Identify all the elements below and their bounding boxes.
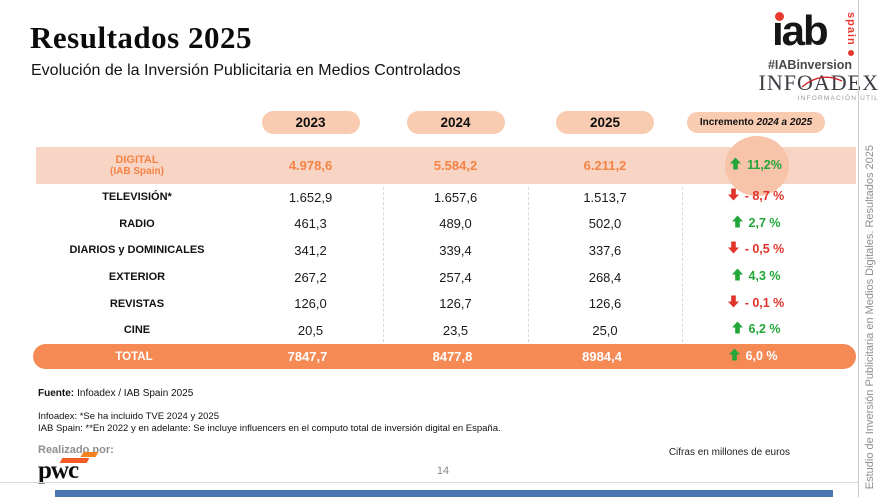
row-value-2023: 267,2 [294,269,327,285]
trend-up-icon [730,157,742,173]
row-label: CINE [123,324,151,337]
row-increment: 4,3 % [748,269,781,284]
row-value-2024: 489,0 [439,216,472,232]
row-sublabel: (IAB Spain) [110,166,164,177]
table-row: EXTERIOR 267,2 257,4 268,4 4,3 % [36,264,856,291]
table-row: DIGITAL (IAB Spain) 4.978,6 5.584,2 6.211,2 1… [36,147,856,184]
trend-up-icon [731,268,743,284]
total-value-2025: 8984,4 [582,349,622,364]
row-value-2023: 126,0 [294,296,327,312]
total-label: TOTAL [115,350,153,363]
table-total-row: TOTAL 7847,7 8477,8 8984,4 6,0 % [33,344,856,369]
row-value-2023: 461,3 [294,216,327,232]
iab-region-label: spain [845,12,857,46]
increment-header: Incremento 2024 a 2025 [687,112,825,133]
page-subtitle: Evolución de la Inversión Publicitaria e… [31,62,461,79]
trend-up-icon [731,321,743,337]
page-number: 14 [436,465,450,477]
footnote-iab: IAB Spain: **En 2022 y en adelante: Se i… [38,423,501,434]
trend-down-icon [727,188,739,204]
column-separator [383,187,384,342]
sidebar-vertical-title: Estudio de Inversión Publicitaria en Med… [864,144,876,489]
pwc-dash-icon [80,452,99,457]
increment-header-label: Incremento [699,117,754,128]
row-value-2023: 1.652,9 [288,189,333,205]
row-value-2025: 1.513,7 [583,189,627,205]
iab-red-dot-icon [775,12,784,21]
row-value-2025: 126,6 [588,296,622,312]
row-label: EXTERIOR [108,271,166,284]
row-label: TELEVISIÓN* [102,191,172,204]
pwc-logo: pwc [38,452,99,485]
table-row: TELEVISIÓN* 1.652,9 1.657,6 1.513,7 - 8,7 % [36,184,856,211]
infoadex-wordmark: INFOADEX [758,70,879,95]
footnote-infoadex: Infoadex: *Se ha incluido TVE 2024 y 202… [38,411,219,422]
row-label: REVISTAS [109,297,165,310]
table-row: RADIO 461,3 489,0 502,0 2,7 % [36,211,856,238]
bottom-accent-bar [55,490,833,497]
column-separator [682,187,683,342]
row-value-2025: 6.211,2 [583,158,627,173]
footer-divider [0,482,858,483]
year-header-2025: 2025 [556,111,654,134]
row-label: RADIO [119,217,155,230]
infoadex-swoosh-icon [801,76,843,88]
row-increment: - 0,5 % [744,242,785,257]
row-value-2025: 268,4 [588,269,622,285]
trend-down-icon [727,241,739,257]
iab-spain-logo: ıab spain [772,6,857,58]
infoadex-logo: INFOADEX INFORMACIÓN ÚTIL [744,70,879,103]
row-value-2024: 126,7 [439,296,472,312]
row-increment: 6,2 % [748,322,781,337]
row-increment: 11,2% [747,157,782,172]
page-title: Resultados 2025 [30,20,252,55]
row-label: DIARIOS y DOMINICALES [69,244,205,257]
source-label: Fuente: [38,388,75,399]
trend-down-icon [727,295,739,311]
units-note: Cifras en millones de euros [668,447,790,458]
row-value-2024: 339,4 [439,242,472,258]
row-value-2025: 25,0 [592,322,618,338]
digital-row-highlight [36,147,856,184]
source-note: Fuente: Infoadex / IAB Spain 2025 [38,388,193,399]
row-value-2025: 337,6 [588,242,622,258]
row-value-2023: 20,5 [297,322,324,338]
year-header-2023: 2023 [261,111,360,134]
trend-up-icon [731,215,743,231]
table-row: REVISTAS 126,0 126,7 126,6 - 0,1 % [36,290,856,317]
total-increment: 6,0 % [745,348,778,363]
total-value-2024: 8477,8 [432,349,473,364]
row-increment: 2,7 % [748,215,781,230]
year-header-2024: 2024 [406,111,505,134]
table-row: CINE 20,5 23,5 25,0 6,2 % [36,317,856,344]
row-label: DIGITAL [115,154,159,166]
total-value-2023: 7847,7 [287,349,328,364]
iab-spain-dot-icon [848,50,854,56]
pwc-dash-icon [59,458,90,463]
iab-hashtag: #IABinversion [767,58,853,72]
row-value-2023: 4.978,6 [288,158,333,173]
infoadex-tagline: INFORMACIÓN ÚTIL [797,95,879,102]
source-text: Infoadex / IAB Spain 2025 [77,388,194,399]
row-value-2024: 5.584,2 [433,158,478,173]
row-value-2024: 257,4 [439,269,472,285]
sidebar-divider [858,0,859,497]
made-by-label: Realizado por: [38,444,114,456]
increment-header-range: 2024 a 2025 [756,117,813,128]
row-value-2025: 502,0 [588,216,622,232]
table-header-row: 2023 2024 2025 Incremento 2024 a 2025 [36,111,856,134]
table-row: DIARIOS y DOMINICALES 341,2 339,4 337,6 - 0,… [36,237,856,264]
row-increment: - 0,1 % [744,295,785,310]
row-value-2024: 1.657,6 [433,189,478,205]
row-increment: - 8,7 % [744,189,785,204]
column-separator [528,187,529,342]
trend-up-icon [728,348,740,364]
row-value-2023: 341,2 [294,242,327,258]
row-value-2024: 23,5 [442,322,469,338]
table-rows: DIGITAL (IAB Spain) 4.978,6 5.584,2 6.211,2 1… [36,147,856,344]
